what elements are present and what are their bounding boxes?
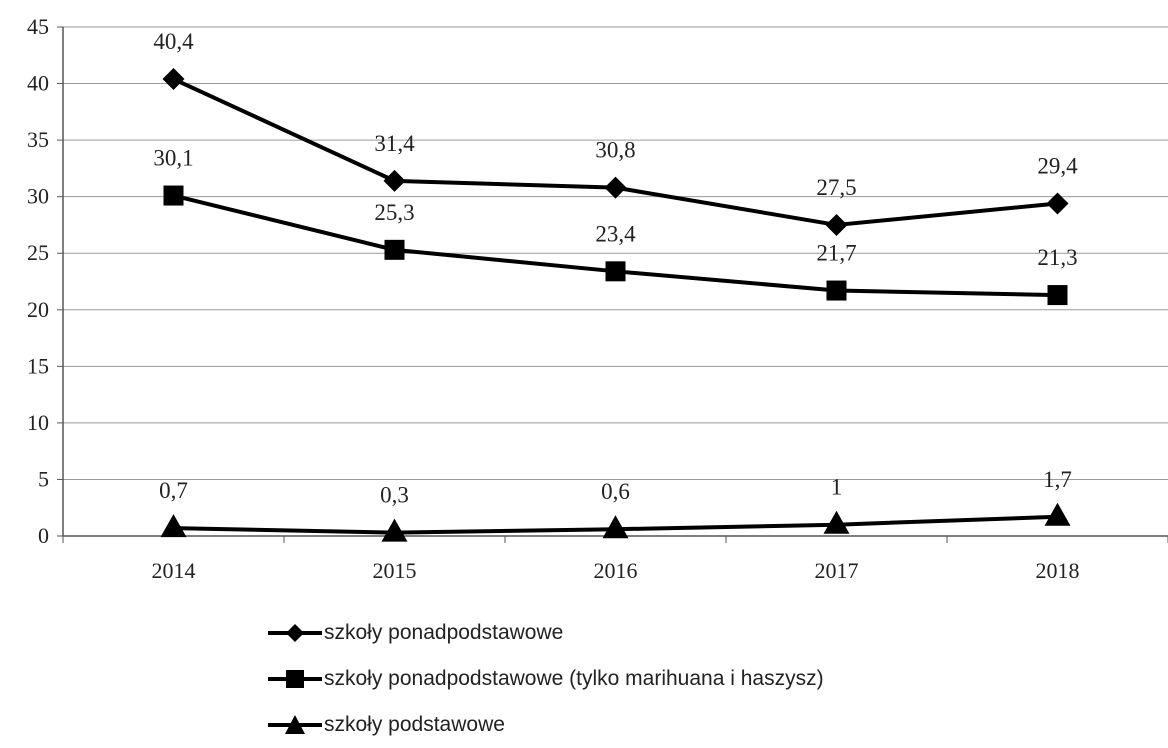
diamond-marker [1046, 192, 1069, 215]
legend-square-marker-icon [268, 670, 322, 688]
data-label: 31,4 [374, 131, 415, 156]
triangle-marker [602, 515, 629, 539]
x-tick-label: 2014 [152, 558, 196, 583]
y-tick-label: 0 [38, 523, 49, 548]
legend-label: szkoły podstawowe [324, 713, 505, 736]
square-marker [605, 261, 626, 282]
data-label: 29,4 [1037, 153, 1078, 178]
triangle-marker [1044, 502, 1071, 526]
data-label: 0,3 [380, 483, 409, 508]
triangle-marker [823, 510, 850, 534]
y-tick-label: 45 [27, 14, 49, 39]
data-label: 0,6 [601, 479, 630, 504]
y-tick-label: 35 [27, 127, 49, 152]
square-marker [1047, 285, 1068, 306]
triangle-marker [160, 514, 187, 538]
x-tick-label: 2016 [594, 558, 638, 583]
legend-item-series-2: szkoły ponadpodstawowe (tylko marihuana … [268, 656, 1128, 702]
y-tick-label: 5 [38, 466, 49, 491]
diamond-marker [383, 169, 406, 192]
legend-label: szkoły ponadpodstawowe [324, 621, 564, 644]
square-marker [826, 280, 847, 301]
data-label: 1,7 [1043, 467, 1072, 492]
data-label: 40,4 [153, 29, 194, 54]
legend-item-series-1: szkoły ponadpodstawowe [268, 610, 1128, 656]
y-tick-label: 40 [27, 71, 49, 96]
legend-item-series-3: szkoły podstawowe [268, 702, 1128, 748]
legend-diamond-marker-icon [268, 624, 322, 642]
legend-label: szkoły ponadpodstawowe (tylko marihuana … [324, 667, 824, 690]
data-label: 21,7 [816, 241, 856, 266]
square-marker [163, 185, 184, 206]
triangle-marker [381, 518, 408, 542]
legend-triangle-marker-icon [268, 715, 322, 734]
data-label: 23,4 [595, 221, 636, 246]
diamond-marker [825, 213, 848, 236]
x-tick-label: 2015 [373, 558, 417, 583]
square-marker [384, 239, 405, 260]
data-label: 25,3 [374, 200, 414, 225]
diamond-marker [604, 176, 627, 199]
data-label: 21,3 [1037, 245, 1077, 270]
data-label: 0,7 [159, 478, 188, 503]
y-tick-label: 10 [27, 410, 49, 435]
y-tick-label: 30 [27, 184, 49, 209]
x-tick-label: 2017 [815, 558, 859, 583]
data-label: 27,5 [816, 175, 856, 200]
chart-canvas: 0 5 10 15 20 25 30 35 40 45 2014 2015 2016 2017 2018 40… [27, 14, 1168, 583]
y-tick-label: 25 [27, 240, 49, 265]
data-label: 30,8 [595, 138, 635, 163]
x-tick-label: 2018 [1036, 558, 1080, 583]
y-tick-label: 20 [27, 297, 49, 322]
diamond-marker [162, 68, 185, 91]
data-label: 30,1 [153, 146, 193, 171]
data-label: 1 [831, 475, 843, 500]
legend: szkoły ponadpodstawowe szkoły ponadpodst… [268, 610, 1128, 748]
y-tick-label: 15 [27, 353, 49, 378]
